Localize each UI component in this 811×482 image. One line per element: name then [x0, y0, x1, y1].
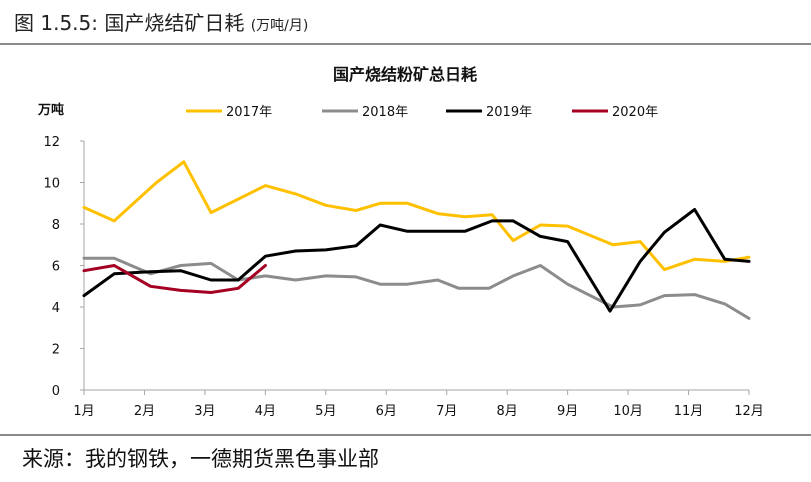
x-tick-label: 1月: [73, 404, 94, 419]
x-tick-label: 11月: [674, 404, 704, 419]
x-tick-label: 9月: [557, 404, 578, 419]
y-tick-label: 0: [52, 384, 60, 399]
x-tick-label: 2月: [134, 404, 155, 419]
series-line-2017年: [82, 160, 751, 272]
figure-caption: 图 1.5.5: 国产烧结矿日耗 (万吨/月): [14, 6, 308, 40]
chart-title: 国产烧结粉矿总日耗: [333, 65, 477, 84]
legend-label: 2018年: [362, 105, 408, 120]
x-tick-label: 10月: [613, 404, 643, 419]
x-tick-label: 8月: [497, 404, 518, 419]
y-tick-label: 12: [43, 135, 60, 150]
legend-label: 2019年: [486, 105, 532, 120]
series-line-2019年: [82, 208, 751, 313]
x-tick-label: 4月: [255, 404, 276, 419]
series-line-2018年: [82, 256, 751, 320]
x-tick-label: 7月: [436, 404, 457, 419]
y-tick-label: 6: [52, 260, 60, 275]
figure-label: 图 1.5.5:: [14, 11, 98, 35]
top-divider: [0, 43, 811, 45]
series-line-2020年: [82, 264, 267, 294]
y-tick-label: 4: [52, 301, 60, 316]
figure-title: 国产烧结矿日耗: [104, 11, 245, 35]
x-tick-label: 5月: [315, 404, 336, 419]
y-tick-label: 2: [52, 343, 60, 358]
x-tick-label: 6月: [376, 404, 397, 419]
figure-unit: (万吨/月): [250, 18, 309, 34]
x-tick-label: 12月: [734, 404, 764, 419]
y-tick-label: 8: [52, 218, 60, 233]
legend-label: 2017年: [226, 105, 272, 120]
legend-label: 2020年: [612, 105, 658, 120]
y-tick-label: 10: [43, 177, 60, 192]
source-note: 来源：我的钢铁，一德期货黑色事业部: [22, 447, 379, 471]
x-tick-label: 3月: [194, 404, 215, 419]
bottom-divider: [0, 434, 811, 436]
y-axis-label: 万吨: [37, 102, 64, 118]
